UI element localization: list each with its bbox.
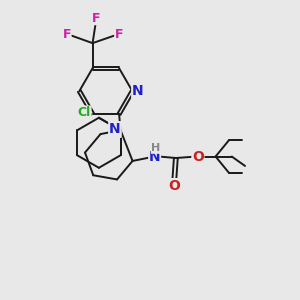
- Text: H: H: [152, 143, 161, 153]
- Text: N: N: [109, 122, 121, 136]
- Text: F: F: [115, 28, 123, 41]
- Text: O: O: [168, 179, 180, 193]
- Text: N: N: [149, 149, 161, 164]
- Text: N: N: [110, 123, 121, 137]
- Text: Cl: Cl: [78, 106, 91, 119]
- Text: O: O: [192, 149, 204, 164]
- Text: F: F: [92, 12, 100, 25]
- Text: F: F: [62, 28, 71, 41]
- Text: N: N: [132, 84, 143, 98]
